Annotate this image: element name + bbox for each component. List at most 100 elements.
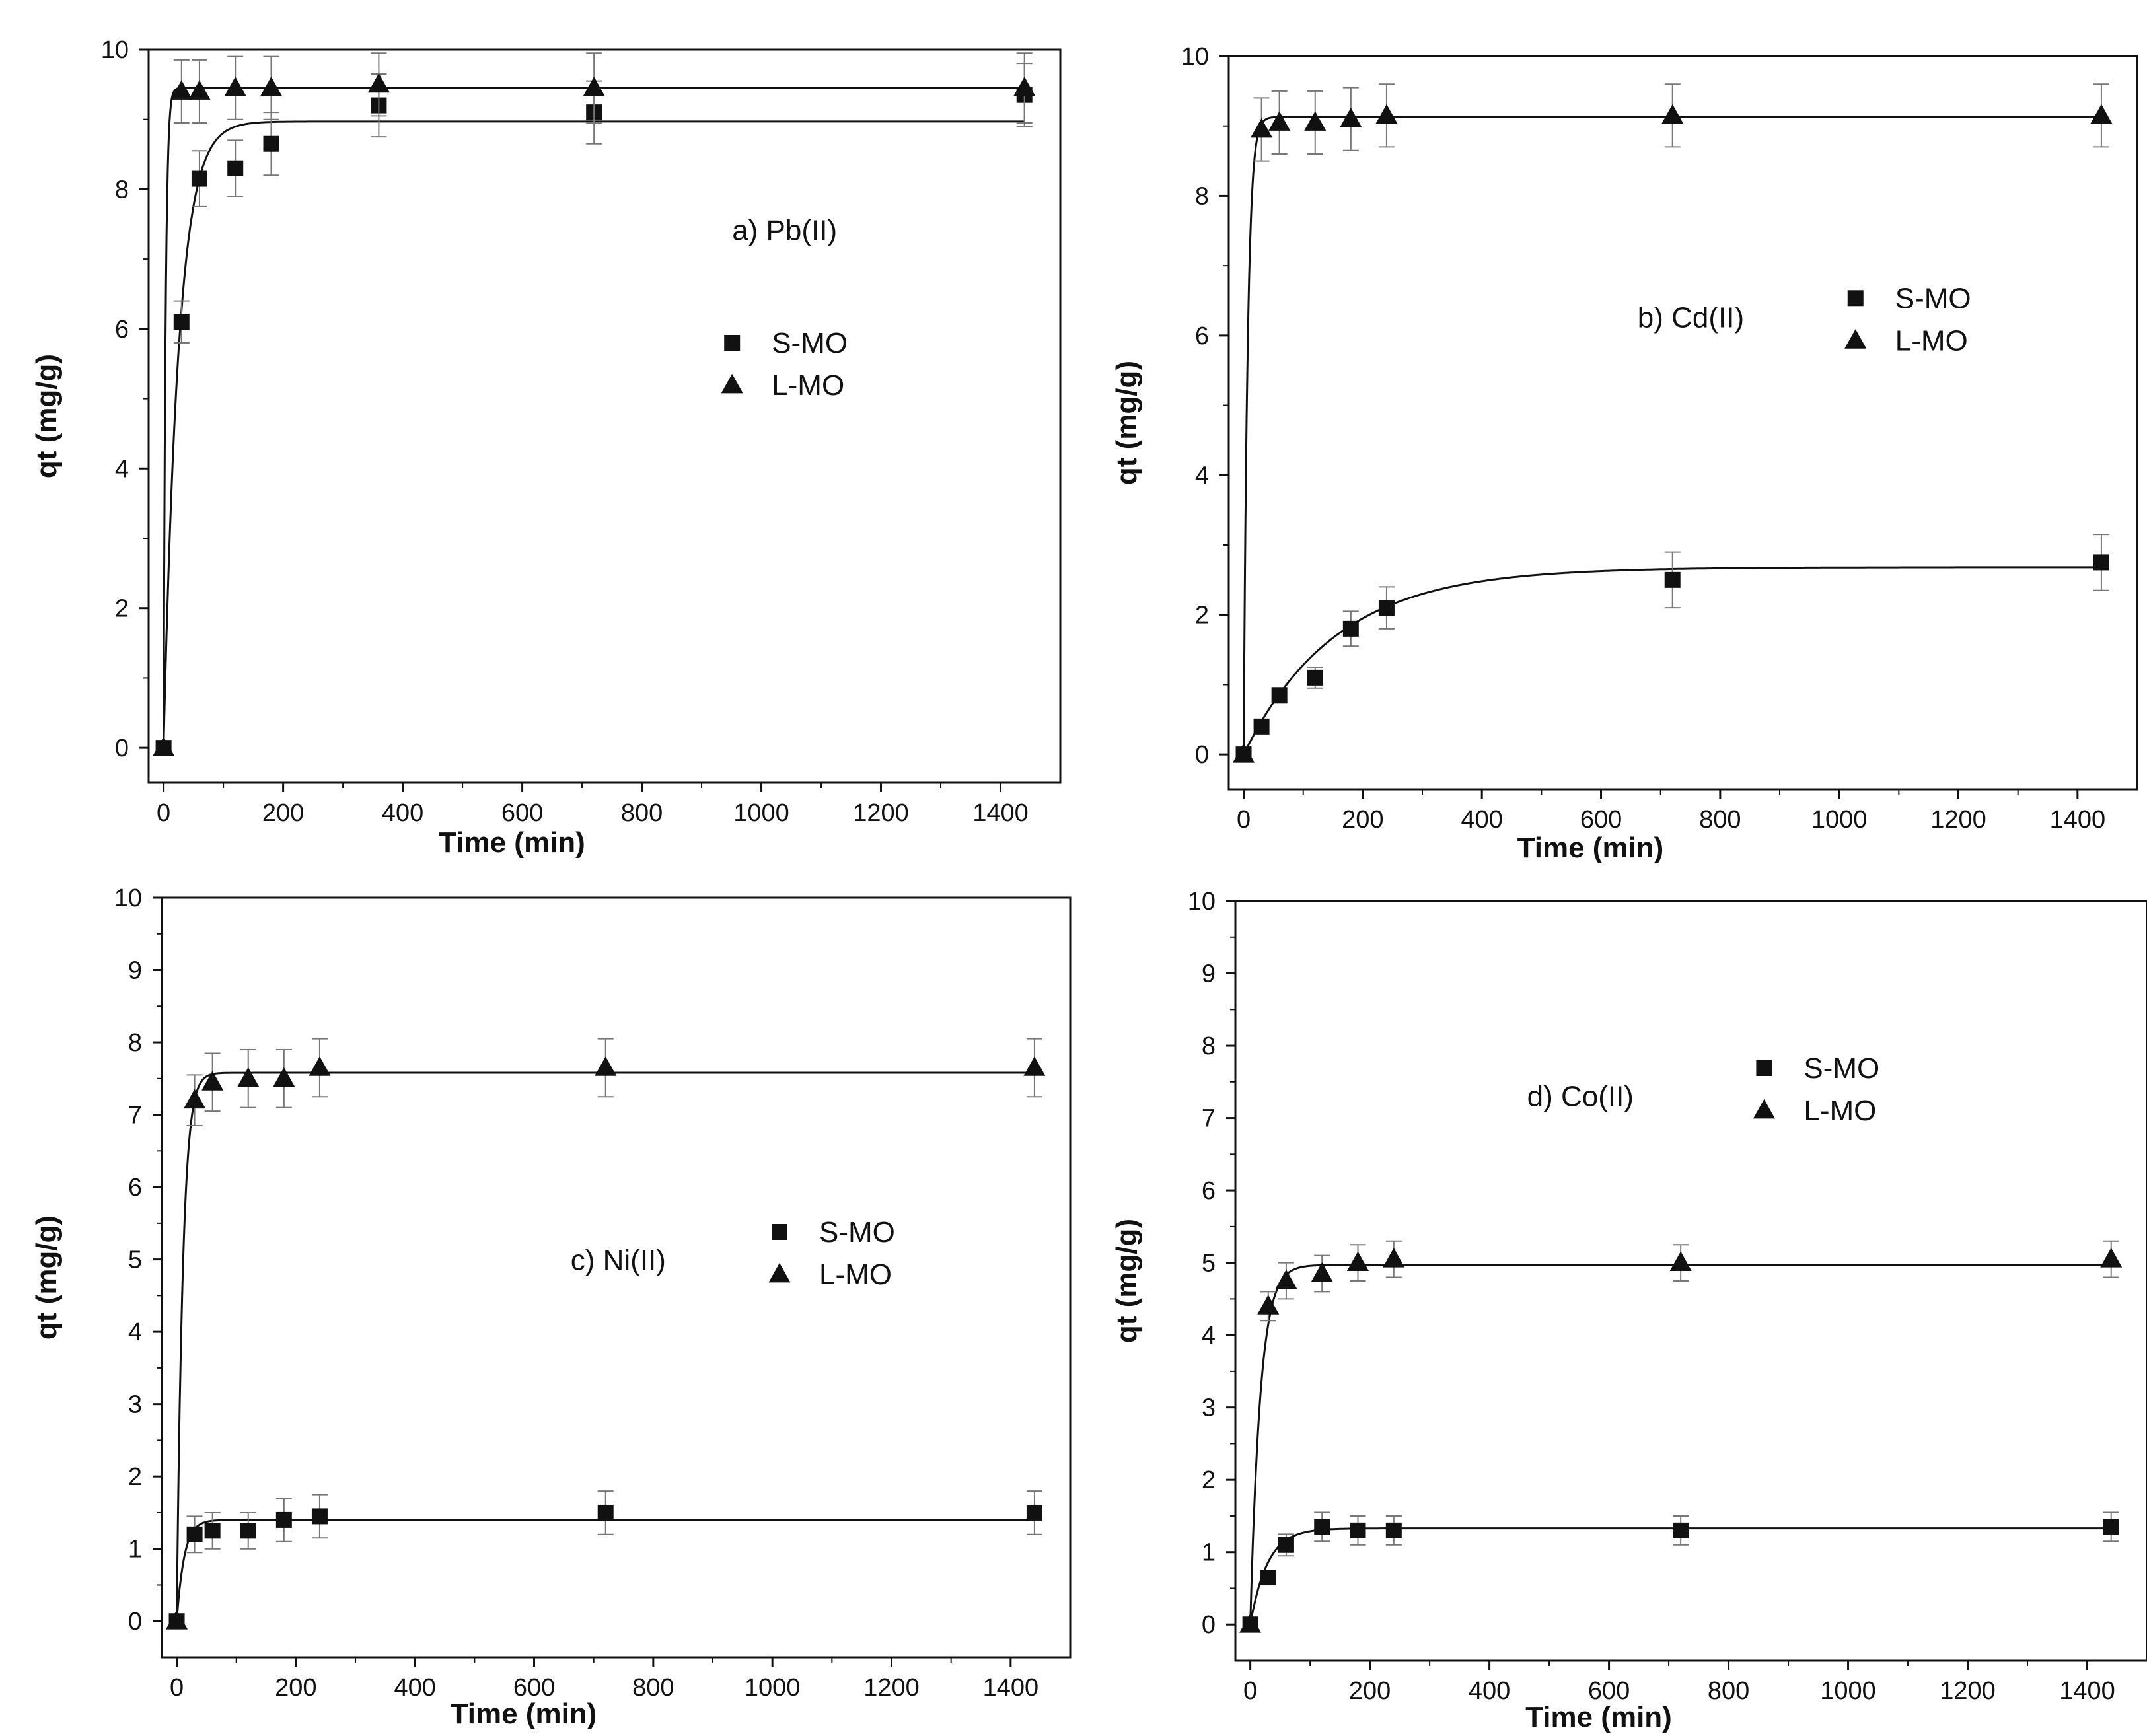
- legend-marker: [724, 335, 741, 351]
- legend-label: L-MO: [772, 369, 844, 402]
- x-axis-title: Time (min): [1525, 1701, 1672, 1733]
- data-point: [1664, 571, 1681, 588]
- series-l-mo: [1232, 83, 2113, 763]
- data-point: [240, 1523, 256, 1539]
- fit-curve: [176, 1519, 1035, 1622]
- data-point: [153, 737, 175, 756]
- y-tick-label: 7: [1202, 1105, 1216, 1133]
- x-tick-label: 400: [394, 1674, 435, 1702]
- data-point: [583, 77, 605, 96]
- y-tick-label: 2: [128, 1463, 142, 1491]
- data-point: [1260, 1570, 1276, 1586]
- fit-curve: [1243, 116, 2101, 755]
- x-axis-title: Time (min): [451, 1698, 597, 1730]
- y-tick-label: 2: [115, 595, 129, 623]
- y-tick-label: 3: [1202, 1394, 1216, 1422]
- y-tick-label: 3: [128, 1391, 142, 1419]
- legend-marker: [1847, 290, 1864, 307]
- data-point: [1307, 669, 1323, 686]
- data-point: [597, 1504, 614, 1521]
- data-point: [188, 80, 211, 100]
- data-point: [1257, 1295, 1280, 1315]
- data-point: [1340, 108, 1362, 127]
- legend: S-MO L-MO: [768, 1216, 895, 1291]
- data-point: [1661, 104, 1684, 124]
- x-tick-label: 1000: [1820, 1677, 1876, 1705]
- x-tick-label: 400: [1469, 1677, 1510, 1705]
- panel-label: a) Pb(II): [732, 215, 837, 247]
- y-tick-label: 7: [128, 1102, 142, 1130]
- y-axis-title: qt (mg/g): [1110, 361, 1143, 485]
- y-tick-label: 1: [128, 1536, 142, 1564]
- data-point: [1385, 1522, 1402, 1538]
- y-tick-label: 2: [1202, 1466, 1216, 1494]
- legend-label: L-MO: [819, 1258, 892, 1291]
- data-point: [227, 160, 244, 176]
- series-l-mo: [153, 52, 1036, 756]
- y-tick-label: 5: [1202, 1250, 1216, 1278]
- y-tick-label: 5: [128, 1247, 142, 1274]
- fit-curve: [163, 87, 1025, 748]
- legend-label: L-MO: [1803, 1095, 1876, 1127]
- y-tick-label: 4: [1195, 462, 1209, 489]
- data-point: [1278, 1537, 1294, 1553]
- y-tick-label: 4: [1202, 1322, 1216, 1350]
- x-tick-label: 0: [1237, 806, 1251, 834]
- x-axis-title: Time (min): [1517, 832, 1664, 864]
- x-tick-label: 1400: [972, 799, 1029, 827]
- x-tick-label: 1200: [1940, 1677, 1996, 1705]
- data-point: [1268, 111, 1291, 131]
- x-tick-label: 1400: [2050, 806, 2106, 834]
- x-tick-label: 800: [1708, 1677, 1749, 1705]
- x-tick-label: 600: [513, 1674, 555, 1702]
- data-point: [2103, 1519, 2119, 1535]
- data-point: [273, 1067, 295, 1087]
- x-tick-label: 800: [621, 799, 663, 827]
- y-axis-title: qt (mg/g): [30, 1215, 63, 1340]
- panel-label: d) Co(II): [1527, 1081, 1634, 1113]
- y-tick-label: 8: [1195, 182, 1209, 210]
- legend-label: S-MO: [772, 327, 848, 359]
- legend-marker: [1844, 329, 1867, 349]
- series-s-mo: [168, 1490, 1042, 1630]
- data-point: [1275, 1269, 1297, 1289]
- data-point: [173, 314, 190, 330]
- data-point: [2093, 554, 2109, 571]
- data-point: [1232, 743, 1255, 763]
- data-point: [1271, 687, 1288, 704]
- panel-label: c) Ni(II): [571, 1245, 666, 1277]
- series-s-mo: [1242, 1511, 2119, 1633]
- data-point: [260, 77, 283, 96]
- x-tick-label: 0: [170, 1674, 184, 1702]
- y-tick-label: 9: [1202, 960, 1216, 988]
- legend-marker: [772, 1224, 787, 1240]
- chart-panel-1: 0 200 400 600 800 1000 1200 1400 0 2 4 6 8 10 Time (mi…: [30, 36, 1062, 859]
- data-point: [263, 135, 279, 152]
- y-tick-label: 6: [128, 1174, 142, 1202]
- legend: S-MO L-MO: [1844, 282, 1971, 357]
- fit-curve: [163, 120, 1025, 748]
- series-s-mo: [1235, 534, 2109, 763]
- legend-marker: [768, 1262, 791, 1283]
- data-point: [204, 1523, 221, 1539]
- y-tick-label: 10: [114, 885, 142, 912]
- x-tick-label: 600: [1588, 1677, 1630, 1705]
- data-point: [595, 1056, 617, 1076]
- y-tick-label: 6: [1195, 322, 1209, 350]
- plot-frame: [147, 48, 1062, 784]
- data-point: [1378, 600, 1395, 616]
- data-point: [311, 1508, 328, 1525]
- series-l-mo: [165, 1038, 1046, 1630]
- data-point: [1026, 1504, 1042, 1521]
- data-point: [1350, 1522, 1366, 1538]
- plot-frame: [161, 896, 1072, 1659]
- data-point: [191, 170, 207, 187]
- x-tick-label: 800: [1699, 806, 1741, 834]
- legend-marker: [721, 373, 743, 394]
- fit-curve: [1249, 1264, 2111, 1625]
- x-tick-label: 600: [1580, 806, 1622, 834]
- x-tick-label: 1200: [853, 799, 909, 827]
- y-tick-label: 8: [128, 1029, 142, 1057]
- data-point: [1239, 1613, 1262, 1633]
